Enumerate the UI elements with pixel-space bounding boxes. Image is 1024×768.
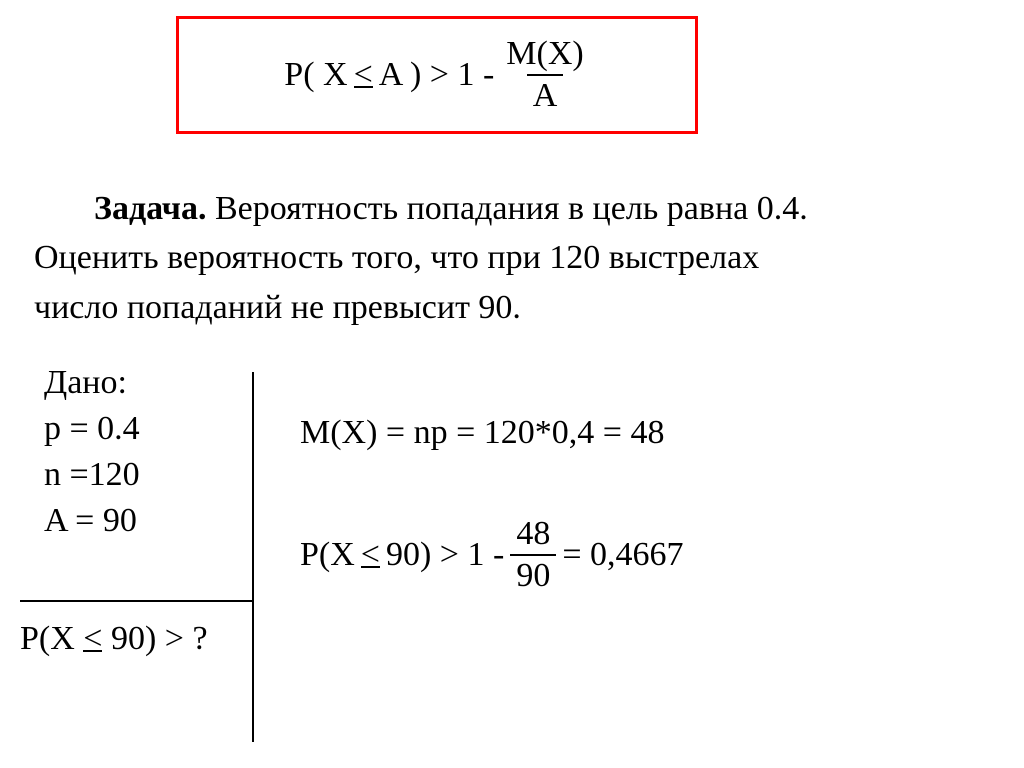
less-equal-symbol: < bbox=[83, 620, 102, 658]
calc-mx: M(X) = np = 120*0,4 = 48 bbox=[300, 414, 664, 452]
problem-text-3: число попаданий не превысит 90. bbox=[34, 289, 521, 326]
problem-text-1: Вероятность попадания в цель равна 0.4. bbox=[206, 190, 807, 227]
query-rhs: 90) > ? bbox=[102, 620, 207, 657]
given-p: p = 0.4 bbox=[44, 410, 244, 448]
calc-probability: P(X < 90) > 1 - 48 90 = 0,4667 bbox=[300, 516, 684, 593]
fraction-denominator: A bbox=[527, 74, 564, 114]
calc-result: = 0,4667 bbox=[562, 536, 683, 574]
problem-text-2: Оценить вероятность того, что при 120 вы… bbox=[34, 239, 759, 276]
less-equal-symbol: < bbox=[361, 536, 380, 574]
formula-lhs-2: A ) > 1 - bbox=[379, 56, 495, 94]
less-equal-symbol: < bbox=[354, 56, 373, 94]
horizontal-divider bbox=[20, 600, 252, 602]
given-n: n =120 bbox=[44, 456, 244, 494]
calc-px-mid: 90) > 1 - bbox=[386, 536, 504, 574]
calc-frac-den: 90 bbox=[510, 554, 556, 594]
problem-label: Задача. bbox=[94, 190, 206, 227]
formula-box: P( X < A ) > 1 - M(X) A bbox=[176, 16, 698, 134]
markov-inequality-formula: P( X < A ) > 1 - M(X) A bbox=[284, 36, 589, 113]
calc-frac-num: 48 bbox=[510, 516, 556, 554]
calc-fraction: 48 90 bbox=[510, 516, 556, 593]
page: P( X < A ) > 1 - M(X) A Задача. Вероятно… bbox=[0, 0, 1024, 768]
formula-fraction: M(X) A bbox=[500, 36, 589, 113]
query-lhs: P(X bbox=[20, 620, 83, 657]
vertical-divider bbox=[252, 372, 254, 742]
problem-statement: Задача. Вероятность попадания в цель рав… bbox=[34, 184, 1000, 332]
calc-px-lhs: P(X bbox=[300, 536, 355, 574]
fraction-numerator: M(X) bbox=[500, 36, 589, 74]
given-title: Дано: bbox=[44, 364, 244, 402]
formula-lhs-1: P( X bbox=[284, 56, 347, 94]
query-line: P(X < 90) > ? bbox=[20, 620, 208, 658]
given-a: A = 90 bbox=[44, 502, 244, 540]
